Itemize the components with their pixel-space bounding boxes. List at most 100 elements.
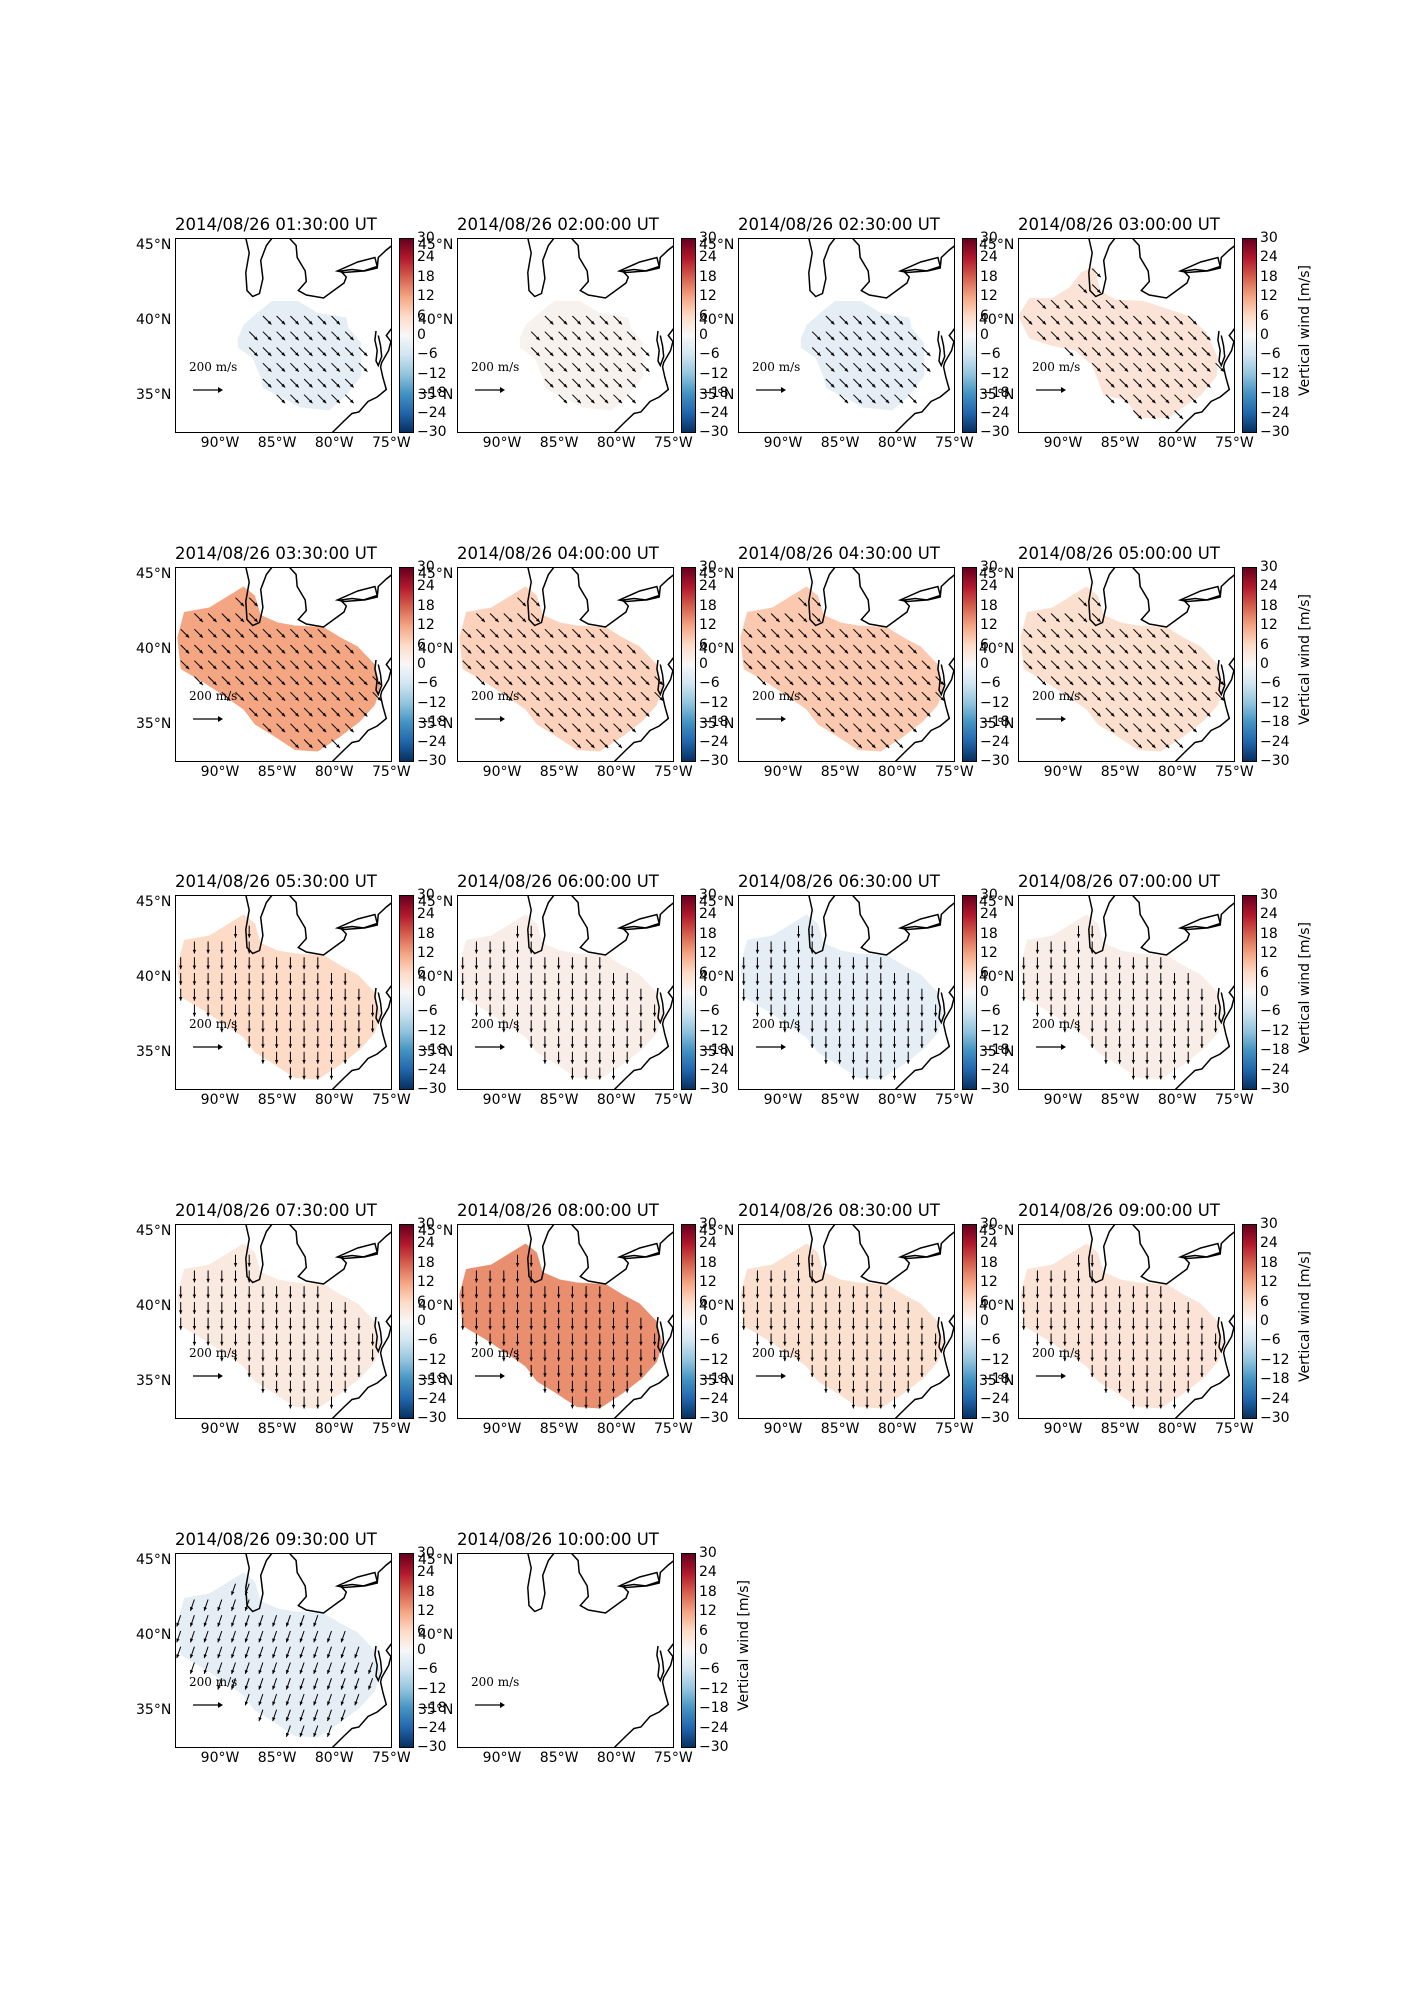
lat-tick-label: 35°N	[136, 715, 172, 732]
wind-arrow-head	[1206, 383, 1211, 388]
wind-arrow-head	[871, 399, 876, 404]
wind-region	[177, 914, 381, 1080]
wind-arrow-head	[1179, 415, 1183, 419]
wind-arrow-head	[535, 618, 540, 622]
wind-arrow-head	[522, 618, 527, 622]
wind-arrow-head	[189, 1606, 194, 1611]
wind-arrow-head	[892, 1373, 897, 1377]
wind-arrow-head	[1042, 304, 1046, 309]
wind-arrow-head	[783, 965, 787, 970]
wind-arrow-head	[1096, 367, 1101, 372]
wind-arrow-head	[185, 665, 190, 670]
wind-arrow-head	[865, 1012, 869, 1017]
wind-arrow-head	[1063, 1028, 1067, 1033]
colorbar-tick-label: 0	[699, 1642, 708, 1658]
wind-arrow-head	[327, 1701, 331, 1706]
wind-arrow-head	[226, 681, 231, 685]
wind-arrow-head	[885, 383, 890, 388]
coastline	[1177, 913, 1222, 931]
wind-arrow-head	[1110, 681, 1115, 685]
scale-key-arrow-head	[218, 716, 223, 722]
coastline	[374, 1645, 383, 1683]
wind-arrow-head	[604, 352, 609, 356]
wind-arrow-head	[563, 649, 568, 654]
wind-arrow-head	[349, 399, 354, 404]
wind-arrow-head	[1104, 981, 1108, 985]
wind-arrow-head	[1035, 1341, 1040, 1346]
wind-arrow-head	[1104, 1373, 1108, 1377]
wind-arrow-head	[299, 1654, 303, 1659]
wind-arrow-head	[1076, 1278, 1081, 1283]
wind-arrow-head	[577, 383, 581, 388]
scale-key-arrow-head	[500, 387, 505, 393]
wind-arrow-head	[584, 1012, 588, 1017]
wind-arrow-head	[1179, 352, 1183, 356]
coastline	[334, 913, 379, 931]
wind-arrow-head	[199, 665, 203, 670]
wind-arrow-head	[1049, 981, 1053, 985]
wind-arrow-head	[313, 1622, 317, 1627]
wind-arrow-head	[906, 1389, 910, 1393]
wind-arrow-head	[247, 1357, 251, 1362]
colorbar-tick-label: −18	[417, 1042, 447, 1059]
map-plot: 200 m/s	[1018, 567, 1235, 762]
wind-arrow-head	[316, 1075, 320, 1080]
wind-arrow-head	[295, 665, 299, 670]
colorbar-tick-label: 0	[980, 327, 989, 343]
wind-arrow-head	[755, 1012, 760, 1017]
wind-arrow-head	[1090, 1310, 1094, 1314]
wind-arrow-head	[1172, 1341, 1177, 1346]
wind-arrow-head	[329, 1028, 334, 1033]
wind-arrow-head	[844, 696, 849, 701]
colorbar-tick-label: −18	[699, 714, 729, 731]
colorbar-tick-label: 6	[417, 1293, 426, 1310]
lon-tick-label: 75°W	[372, 1750, 411, 1766]
lat-tick-label: 40°N	[136, 968, 172, 985]
wind-arrow-head	[549, 649, 554, 654]
lon-tick-label: 75°W	[654, 1750, 693, 1766]
colorbar-tick-label: 24	[980, 578, 998, 595]
colorbar-tick-label: 12	[699, 945, 717, 962]
colorbar-tick-label: 18	[1260, 1254, 1278, 1271]
colorbar-tick-label: 30	[417, 230, 435, 246]
wind-arrow-head	[577, 367, 581, 372]
wind-arrow-head	[837, 1044, 842, 1048]
wind-arrow-head	[830, 383, 835, 388]
lon-tick-label: 80°W	[596, 435, 636, 451]
wind-arrow-head	[343, 1028, 347, 1033]
wind-arrow-head	[865, 981, 869, 985]
wind-arrow-head	[274, 1310, 279, 1314]
wind-arrow-head	[1042, 336, 1046, 341]
wind-arrow-head	[631, 352, 636, 356]
wind-arrow-head	[618, 383, 622, 388]
wind-arrow-head	[295, 367, 299, 372]
wind-arrow-head	[899, 665, 903, 670]
wind-arrow-head	[316, 997, 320, 1001]
wind-arrow-head	[316, 965, 320, 970]
wind-arrow-head	[233, 934, 238, 938]
wind-arrow-head	[1049, 1012, 1053, 1017]
wind-arrow-head	[1165, 728, 1170, 733]
map-frame	[1018, 567, 1235, 762]
wind-arrow-head	[302, 1060, 306, 1064]
wind-arrow-head	[796, 1326, 801, 1330]
wind-arrow-head	[906, 1044, 910, 1048]
wind-arrow-head	[762, 665, 766, 670]
wind-arrow-head	[460, 981, 465, 985]
scale-key-label: 200 m/s	[1032, 1346, 1080, 1360]
panel-title: 2014/08/26 04:00:00 UT	[457, 544, 659, 563]
wind-arrow-head	[803, 618, 808, 622]
scale-key-arrow-head	[781, 1373, 786, 1379]
wind-arrow-head	[912, 399, 917, 404]
wind-arrow-head	[851, 1404, 856, 1409]
wind-arrow-head	[253, 665, 258, 670]
wind-arrow-head	[285, 1701, 290, 1706]
colorbar-tick-label: −24	[980, 1390, 1010, 1407]
wind-arrow-head	[1206, 696, 1211, 701]
wind-arrow-head	[1042, 649, 1046, 654]
wind-arrow-head	[879, 981, 883, 985]
wind-arrow-head	[1200, 1028, 1204, 1033]
wind-arrow-head	[556, 1310, 561, 1314]
wind-arrow-head	[1145, 1060, 1149, 1064]
colorbar-ticks: 30 24 18 12 6 0 −6 −12 −18 −24 −30	[1260, 560, 1300, 768]
